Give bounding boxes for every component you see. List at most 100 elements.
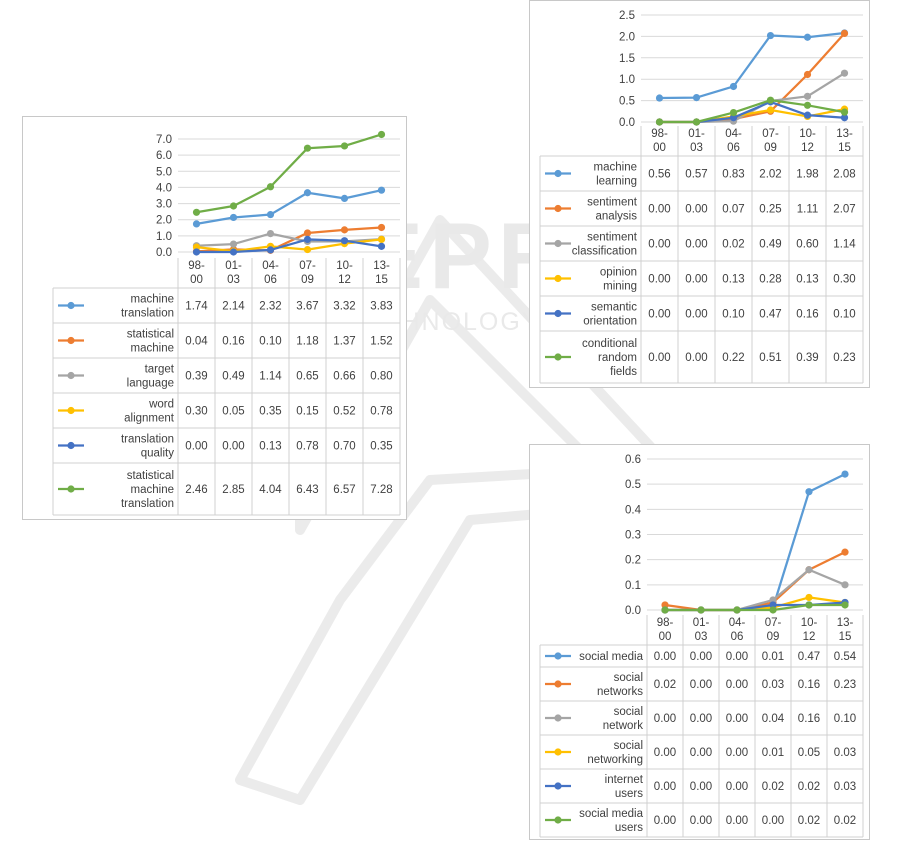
data-table-cell: 0.00 xyxy=(726,713,748,725)
data-table-cell: 1.98 xyxy=(796,169,818,181)
y-tick-label: 0.2 xyxy=(625,555,641,567)
data-point xyxy=(803,101,812,109)
data-table-cell: 0.05 xyxy=(798,747,820,759)
data-table-cell: 0.66 xyxy=(333,371,355,383)
legend-key-marker xyxy=(554,204,562,213)
data-table-cell: 0.13 xyxy=(722,274,744,286)
series-line-1 xyxy=(196,189,382,226)
data-table-cell: 0.00 xyxy=(648,309,670,321)
data-point xyxy=(229,213,238,222)
data-table-cell: 0.02 xyxy=(798,815,820,827)
data-table-cell: 0.30 xyxy=(185,406,207,418)
data-table-cell: 0.04 xyxy=(762,713,785,725)
x-tick-label: 04-06 xyxy=(729,617,746,643)
data-point xyxy=(303,144,312,152)
chart-translation: 0.0 1.0 2.0 3.0 4.0 5.0 6.0 7.0 98-00 01-03 04-06 0… xyxy=(22,116,407,520)
y-tick-label: 4.0 xyxy=(156,182,172,194)
legend-label: sentiment analysis xyxy=(587,197,638,223)
data-point xyxy=(229,202,238,210)
data-table-cell: 6.43 xyxy=(296,484,318,496)
data-point xyxy=(841,601,849,609)
data-point xyxy=(803,111,812,119)
data-point xyxy=(229,248,238,256)
data-table-cell: 1.14 xyxy=(833,239,856,251)
data-table-cell: 0.00 xyxy=(654,747,676,759)
x-tick-label: 01-03 xyxy=(225,260,242,286)
data-table-cell: 0.54 xyxy=(834,651,857,663)
data-point xyxy=(729,82,738,91)
legend-key-marker xyxy=(67,406,75,415)
data-point xyxy=(840,29,849,38)
data-table-cell: 0.70 xyxy=(333,441,355,453)
data-table-cell: 0.22 xyxy=(722,352,744,364)
legend-key-marker xyxy=(554,239,562,248)
data-point xyxy=(841,548,849,556)
data-table-cell: 0.00 xyxy=(726,781,748,793)
data-point xyxy=(340,142,349,150)
data-table-cell: 0.10 xyxy=(834,713,856,725)
data-table-cell: 0.00 xyxy=(690,713,712,725)
x-tick-label: 01-03 xyxy=(688,128,705,154)
data-point xyxy=(377,235,386,244)
data-table-cell: 0.30 xyxy=(833,274,855,286)
data-table-cell: 0.10 xyxy=(722,309,744,321)
data-table-cell: 0.00 xyxy=(726,747,748,759)
data-table-cell: 0.00 xyxy=(654,713,676,725)
data-table-cell: 0.00 xyxy=(685,352,707,364)
data-point xyxy=(266,183,275,191)
y-tick-label: 0.0 xyxy=(156,247,172,259)
legend-key-marker xyxy=(67,441,75,450)
x-tick-label: 07-09 xyxy=(299,260,316,286)
data-table-cell: 2.08 xyxy=(833,169,855,181)
data-point xyxy=(766,31,775,40)
chart-sentiment: 0.0 0.5 1.0 1.5 2.0 2.5 98-00 01-03 04-06 07-09 10… xyxy=(529,0,870,388)
data-table-cell: 0.04 xyxy=(185,336,208,348)
data-table-cell: 0.16 xyxy=(796,309,818,321)
data-table-cell: 0.10 xyxy=(833,309,855,321)
y-tick-label: 7.0 xyxy=(156,134,172,146)
data-table-cell: 1.52 xyxy=(370,336,392,348)
data-table-cell: 0.52 xyxy=(333,406,355,418)
data-table-cell: 0.25 xyxy=(759,204,781,216)
legend-key-marker xyxy=(554,680,562,688)
data-point xyxy=(266,210,275,219)
data-point xyxy=(805,488,813,496)
data-point xyxy=(655,94,664,102)
data-point xyxy=(692,118,701,126)
y-tick-label: 0.0 xyxy=(619,117,635,129)
data-table-cell: 0.65 xyxy=(296,371,318,383)
y-tick-label: 0.5 xyxy=(619,96,635,108)
x-tick-label: 01-03 xyxy=(693,617,710,643)
series-line-2 xyxy=(664,551,846,612)
data-table-cell: 0.03 xyxy=(834,747,856,759)
data-point xyxy=(266,229,275,238)
data-table-cell: 3.83 xyxy=(370,301,392,313)
data-table-cell: 3.32 xyxy=(333,301,355,313)
data-point xyxy=(803,70,812,79)
data-table-cell: 0.00 xyxy=(685,309,707,321)
y-tick-label: 3.0 xyxy=(156,199,172,211)
data-table-cell: 0.83 xyxy=(722,169,744,181)
data-point xyxy=(340,226,349,234)
legend-key-marker xyxy=(554,782,562,790)
data-table-cell: 0.02 xyxy=(762,781,784,793)
x-tick-label: 04-06 xyxy=(262,260,279,286)
data-table-cell: 0.00 xyxy=(648,352,670,364)
y-tick-label: 2.5 xyxy=(619,10,635,22)
data-point xyxy=(303,189,312,197)
legend-key-marker xyxy=(67,485,75,493)
data-table-cell: 0.16 xyxy=(798,713,820,725)
y-tick-label: 0.4 xyxy=(625,504,642,516)
legend-key-marker xyxy=(67,371,75,380)
data-table-cell: 0.00 xyxy=(690,679,712,691)
data-table-cell: 0.02 xyxy=(834,815,856,827)
data-table-cell: 0.02 xyxy=(654,679,676,691)
data-table-cell: 1.37 xyxy=(333,336,355,348)
data-table-cell: 0.35 xyxy=(370,441,392,453)
data-point xyxy=(655,118,664,126)
legend-label: social media users xyxy=(579,808,644,834)
data-table-cell: 2.85 xyxy=(222,484,244,496)
data-point xyxy=(733,606,741,614)
data-point xyxy=(803,33,812,41)
legend-label: machine translation xyxy=(121,294,174,320)
